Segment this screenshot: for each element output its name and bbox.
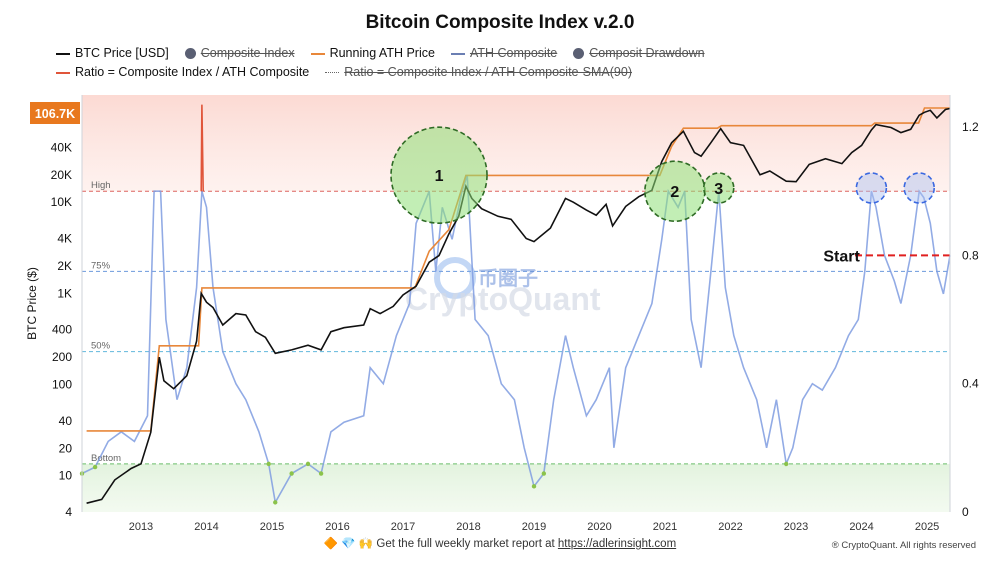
x-tick-label: 2024 (849, 521, 873, 533)
y-tick-left-label: 2K (57, 259, 72, 273)
zone-label-bottom: Bottom (91, 453, 121, 464)
ratio-bottom-point (531, 484, 537, 489)
y-tick-left-label: 1K (57, 286, 72, 300)
series-ratio-line (81, 174, 951, 505)
annotation-label-3: 3 (714, 181, 723, 198)
chart-title: Bitcoin Composite Index v.2.0 (365, 12, 635, 33)
ratio-bottom-point (289, 471, 294, 476)
y-tick-right-label: 0 (962, 505, 969, 519)
ratio-bottom-point (305, 461, 311, 467)
y-tick-right-label: 1.2 (962, 120, 979, 134)
ratio-bottom-point (266, 461, 271, 467)
zone-label-75: 75% (91, 260, 111, 271)
watermark-cn-text: 币圈子 (478, 267, 538, 290)
legend-item[interactable]: Composite Index (184, 44, 295, 63)
watermark-logo (434, 257, 476, 299)
x-tick-label: 2020 (587, 521, 611, 533)
y-tick-right-label: 0.4 (962, 377, 979, 391)
x-tick-label: 2015 (260, 521, 284, 533)
y-tick-right-label: 0.8 (962, 248, 979, 262)
zone-label-50: 50% (91, 341, 111, 352)
ratio-bottom-point (92, 464, 98, 470)
legend-label: Composit Drawdown (589, 46, 705, 60)
footer-link[interactable]: https://adlerinsight.com (557, 538, 677, 550)
legend-item[interactable]: Running ATH Price (310, 44, 435, 63)
y-tick-left-label: 4K (57, 231, 72, 245)
chart-legend: BTC Price [USD] Composite Index Running AT… (56, 44, 976, 82)
high-zone (82, 95, 950, 192)
y-axis-label: BTC Price ($) (25, 267, 39, 340)
footer-text: Get the full weekly market report at (376, 538, 555, 550)
x-tick-label: 2025 (915, 521, 939, 533)
y-tick-left-label: 20 (59, 441, 73, 455)
legend-label: Composite Index (200, 46, 295, 60)
x-tick-label: 2017 (391, 521, 415, 533)
legend-item[interactable]: ATH Composite (450, 44, 558, 63)
legend-swatch (325, 72, 340, 74)
legend-label: BTC Price [USD] (75, 46, 169, 60)
y-tick-left-label: 200 (52, 350, 72, 364)
x-tick-label: 2018 (456, 521, 480, 533)
y-tick-left-label: 4 (65, 505, 72, 519)
ratio-bottom-point (79, 471, 85, 476)
legend-swatch (56, 52, 70, 55)
legend-label: Running ATH Price (329, 46, 435, 60)
x-tick-label: 2023 (784, 521, 808, 533)
start-label: Start (823, 248, 860, 265)
current-price-box (30, 102, 80, 124)
y-tick-left-label: 100 (52, 378, 72, 392)
copyright: ® CryptoQuant. All rights reserved (831, 540, 976, 551)
ratio-bottom-point (541, 471, 547, 476)
legend-item[interactable]: Composit Drawdown (573, 44, 705, 63)
zone-label-high: High (91, 180, 111, 191)
legend-item[interactable]: Ratio = Composite Index / ATH Composite-… (325, 63, 632, 82)
watermark-text: CryptoQuant (405, 281, 601, 317)
annotation-label-2: 2 (670, 184, 679, 201)
series-ratio-top-spike (200, 104, 204, 192)
series-btc-price (86, 107, 951, 504)
annotation-circle-1 (390, 126, 488, 224)
ratio-bottom-point (784, 461, 789, 467)
annotation-circle-3 (702, 172, 735, 204)
ratio-bottom-point (273, 500, 278, 505)
legend-swatch (184, 48, 196, 60)
annotation-circle-blue-3 (855, 172, 888, 204)
footer-icons: 🔶 💎 🙌 (323, 538, 374, 550)
annotation-label-1: 1 (435, 168, 444, 185)
x-tick-label: 2019 (522, 521, 546, 533)
series-running-ath (86, 107, 950, 432)
y-tick-left-label: 40 (59, 414, 73, 428)
x-tick-label: 2022 (718, 521, 742, 533)
legend-swatch (573, 48, 585, 60)
x-tick-label: 2021 (653, 521, 677, 533)
legend-swatch (310, 52, 325, 55)
ratio-bottom-point (318, 471, 324, 476)
legend-swatch (56, 71, 70, 74)
legend-label: Ratio = Composite Index / ATH Composite-… (344, 65, 632, 79)
x-tick-label: 2016 (325, 521, 349, 533)
x-tick-label: 2014 (194, 521, 218, 533)
legend-item[interactable]: Ratio = Composite Index / ATH Composite (56, 63, 309, 82)
legend-label: Ratio = Composite Index / ATH Composite (75, 65, 310, 79)
current-price-label: 106.7K (35, 107, 75, 121)
y-tick-left-label: 400 (52, 323, 72, 337)
annotation-circle-2 (644, 160, 706, 223)
y-tick-left-label: 40K (51, 140, 72, 154)
legend-swatch (450, 52, 465, 55)
bottom-zone (82, 463, 950, 512)
y-tick-left-label: 10K (51, 195, 72, 209)
footer: 🔶 💎 🙌 Get the full weekly market report … (0, 536, 1000, 550)
x-tick-label: 2013 (129, 521, 153, 533)
legend-item[interactable]: BTC Price [USD] (56, 44, 169, 63)
y-tick-left-label: 10 (59, 469, 73, 483)
legend-label: ATH Composite (469, 46, 558, 60)
annotation-circle-blue-4 (903, 172, 936, 204)
y-tick-left-label: 20K (51, 168, 72, 182)
